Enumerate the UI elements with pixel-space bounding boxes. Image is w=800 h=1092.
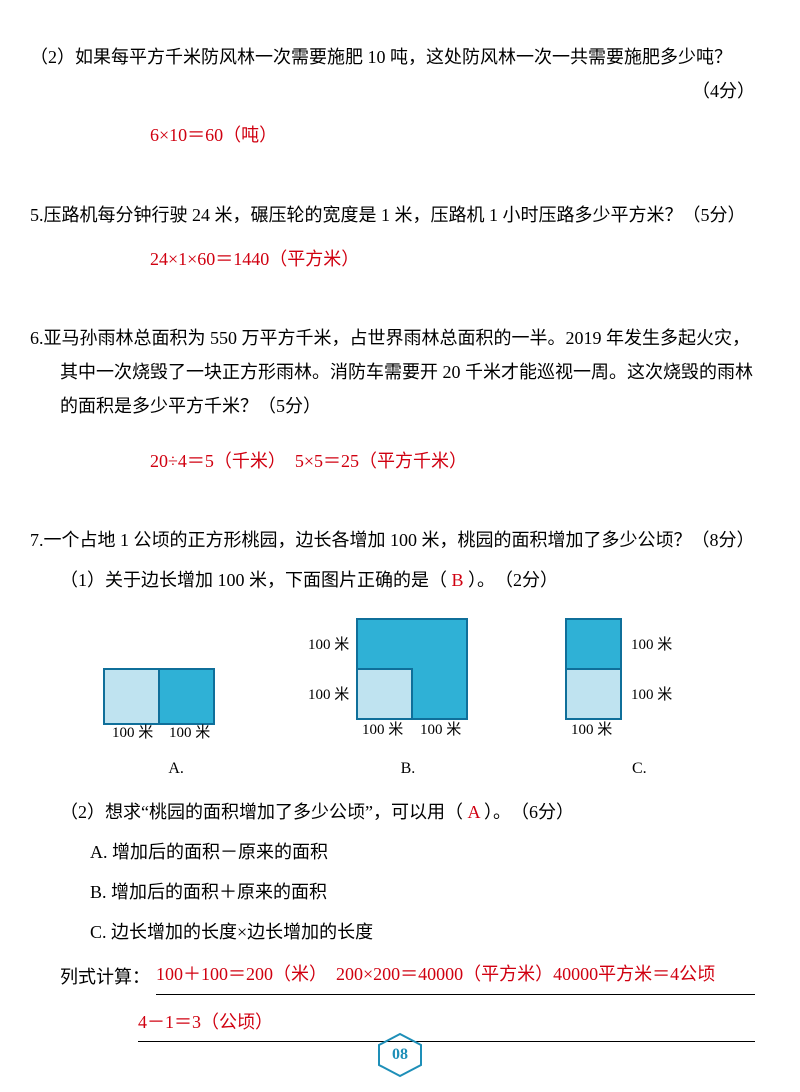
q7-calc-line1: 100＋100＝200（米） 200×200＝40000（平方米）40000平方… — [156, 957, 755, 994]
q7-calc-line2: 4－1＝3（公顷） — [138, 1005, 755, 1042]
q6-text1: 亚马孙雨林总面积为 550 万平方千米，占世界雨林总面积的一半。2019 年发生… — [44, 328, 751, 348]
q6-line3: 的面积是多少平方千米？（5分） — [60, 389, 755, 423]
q6-num: 6. — [30, 328, 44, 348]
q7-opt-b: B. 增加后的面积＋原来的面积 — [90, 875, 755, 909]
diag-a-bottom1: 100 米 — [112, 724, 153, 739]
diagram-c-svg: 100 米 100 米 100 米 — [551, 609, 731, 739]
q7-sub2-text-b: ）。 （6分） — [484, 802, 574, 822]
diag-c-right2: 100 米 — [631, 686, 672, 703]
question-5: 5.压路机每分钟行驶 24 米，碾压轮的宽度是 1 米，压路机 1 小时压路多少… — [30, 198, 755, 276]
question-7: 7.一个占地 1 公顷的正方形桃园，边长各增加 100 米，桃园的面积增加了多少… — [30, 523, 755, 1042]
q7-opt-a: A. 增加后的面积－原来的面积 — [90, 835, 755, 869]
diag-b-left1: 100 米 — [308, 636, 349, 653]
q7-opt-c: C. 边长增加的长度×边长增加的长度 — [90, 915, 755, 949]
q6-line2: 其中一次烧毁了一块正方形雨林。消防车需要开 20 千米才能巡视一周。这次烧毁的雨… — [60, 355, 755, 389]
q6-line1: 6.亚马孙雨林总面积为 550 万平方千米，占世界雨林总面积的一半。2019 年… — [30, 321, 755, 355]
q7-text: 一个占地 1 公顷的正方形桃园，边长各增加 100 米，桃园的面积增加了多少公顷… — [44, 530, 755, 550]
q7-num: 7. — [30, 530, 44, 550]
q2-answer: 6×10＝60（吨） — [150, 118, 755, 152]
diagram-b-svg: 100 米 100 米 100 米 100 米 — [302, 609, 502, 739]
q5-num: 5. — [30, 205, 44, 225]
diag-b-bottom1: 100 米 — [362, 721, 403, 738]
diagram-b: 100 米 100 米 100 米 100 米 — [302, 609, 502, 750]
q7-diagram-labels: A. B. C. — [60, 754, 755, 784]
q7-sub1-text-b: ）。 （2分） — [468, 570, 558, 590]
q7-sub2-text-a: 想求“桃园的面积增加了多少公顷”，可以用（ — [105, 802, 463, 822]
label-b: B. — [401, 754, 416, 784]
diagram-c: 100 米 100 米 100 米 — [551, 609, 731, 750]
q7-sub2-prefix: （2） — [60, 802, 105, 822]
q7-calc-label: 列式计算： — [60, 960, 150, 994]
diag-a-bottom2: 100 米 — [169, 724, 210, 739]
q2-prefix: （2） — [30, 47, 75, 67]
diag-b-left2: 100 米 — [308, 686, 349, 703]
q2-points: （4分） — [692, 74, 755, 108]
q7-line: 7.一个占地 1 公顷的正方形桃园，边长各增加 100 米，桃园的面积增加了多少… — [30, 523, 755, 557]
question-6: 6.亚马孙雨林总面积为 550 万平方千米，占世界雨林总面积的一半。2019 年… — [30, 321, 755, 478]
q7-diagrams: 100 米 100 米 100 米 100 米 100 米 100 米 100 … — [60, 609, 755, 750]
q7-sub1-prefix: （1） — [60, 570, 105, 590]
label-c: C. — [632, 754, 647, 784]
question-2: （2）如果每平方千米防风林一次需要施肥 10 吨，这处防风林一次一共需要施肥多少… — [30, 40, 755, 153]
diag-c-right1: 100 米 — [631, 636, 672, 653]
q5-points: （5分） — [683, 205, 746, 225]
q5-answer: 24×1×60＝1440（平方米） — [150, 242, 755, 276]
label-a: A. — [168, 754, 184, 784]
q2-line1: （2）如果每平方千米防风林一次需要施肥 10 吨，这处防风林一次一共需要施肥多少… — [30, 40, 755, 74]
q7-sub1-text-a: 关于边长增加 100 米，下面图片正确的是（ — [105, 570, 447, 590]
diag-c-bottom: 100 米 — [571, 721, 612, 738]
q5-line: 5.压路机每分钟行驶 24 米，碾压轮的宽度是 1 米，压路机 1 小时压路多少… — [30, 198, 755, 232]
q7-calc-row1: 列式计算： 100＋100＝200（米） 200×200＝40000（平方米）4… — [60, 957, 755, 994]
q7-sub1: （1）关于边长增加 100 米，下面图片正确的是（ B ）。 （2分） — [60, 563, 755, 597]
q2-text: 如果每平方千米防风林一次需要施肥 10 吨，这处防风林一次一共需要施肥多少吨？ — [75, 47, 732, 67]
q6-answer: 20÷4＝5（千米） 5×5＝25（平方千米） — [150, 444, 755, 478]
page-number: 08 — [378, 1036, 422, 1074]
diagram-a: 100 米 100 米 — [84, 629, 254, 750]
diagram-a-svg: 100 米 100 米 — [84, 629, 254, 739]
diag-b-bottom2: 100 米 — [420, 721, 461, 738]
q5-text: 压路机每分钟行驶 24 米，碾压轮的宽度是 1 米，压路机 1 小时压路多少平方… — [44, 205, 683, 225]
q7-sub2: （2）想求“桃园的面积增加了多少公顷”，可以用（ A ）。 （6分） — [60, 795, 755, 829]
q7-sub1-answer: B — [452, 570, 464, 590]
q7-sub2-answer: A — [467, 802, 479, 822]
